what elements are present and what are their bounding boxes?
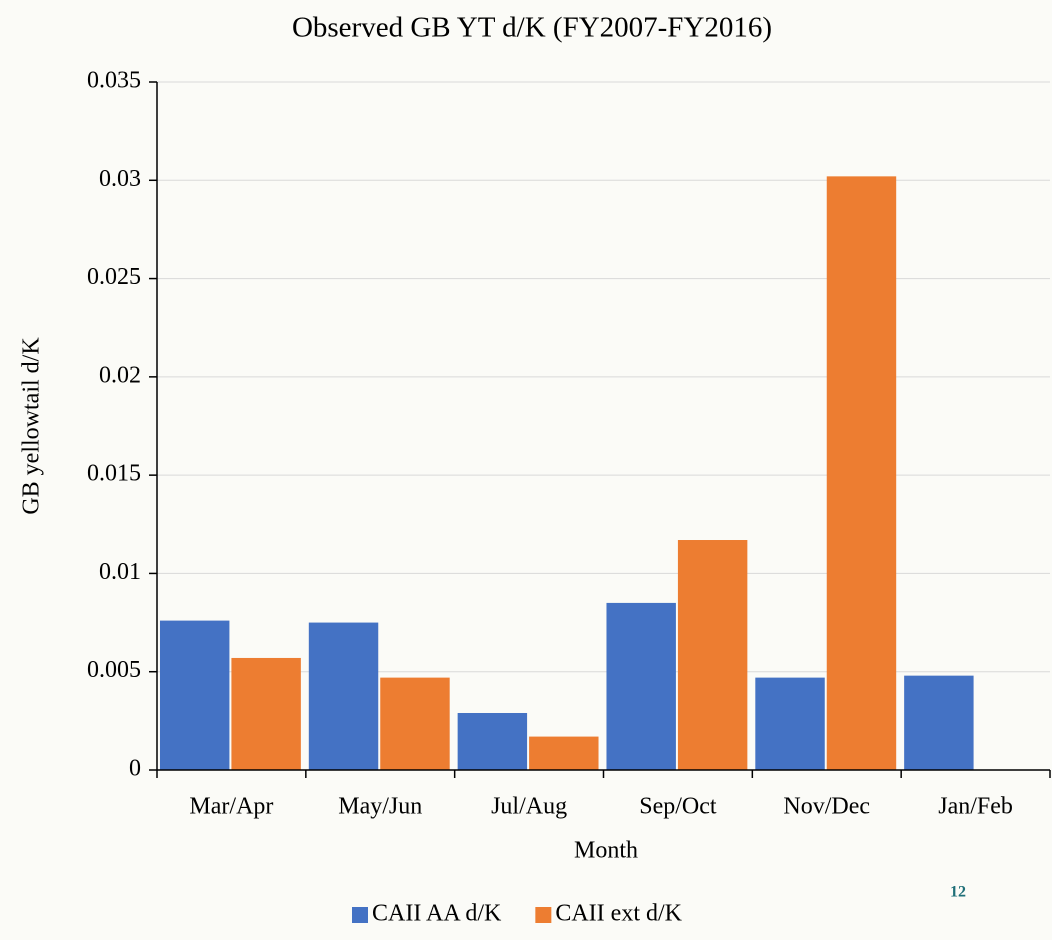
x-tick-label: May/Jun [338,794,422,820]
bar [380,677,450,770]
bar [159,620,230,770]
bar [755,677,825,770]
x-axis-label: Month [574,838,638,864]
y-tick-label: 0.005 [87,657,141,683]
bar [826,176,897,771]
y-tick-label: 0 [129,756,141,782]
y-tick-label: 0.02 [99,362,141,388]
legend-label: CAII AA d/K [372,901,502,927]
legend-swatch [352,907,368,923]
y-tick-label: 0.015 [87,461,141,487]
y-tick-label: 0.01 [99,559,141,585]
x-tick-label: Jul/Aug [491,794,567,820]
y-tick-label: 0.03 [99,166,141,192]
page-number: 12 [950,884,966,901]
x-tick-label: Sep/Oct [639,794,717,820]
bar [231,657,301,770]
y-axis-label: GB yellowtail d/K [19,337,45,515]
x-tick-label: Nov/Dec [783,794,870,820]
bar [904,675,974,770]
x-tick-label: Mar/Apr [189,794,273,820]
legend-label: CAII ext d/K [555,901,682,927]
chart-title: Observed GB YT d/K (FY2007-FY2016) [292,12,772,44]
y-tick-label: 0.035 [87,68,141,94]
bar [677,540,748,770]
bar [529,736,599,770]
bar [308,622,379,770]
y-tick-label: 0.025 [87,264,141,290]
x-tick-label: Jan/Feb [938,794,1013,820]
legend-swatch [535,907,552,923]
bar [606,602,676,770]
bar [457,712,528,770]
